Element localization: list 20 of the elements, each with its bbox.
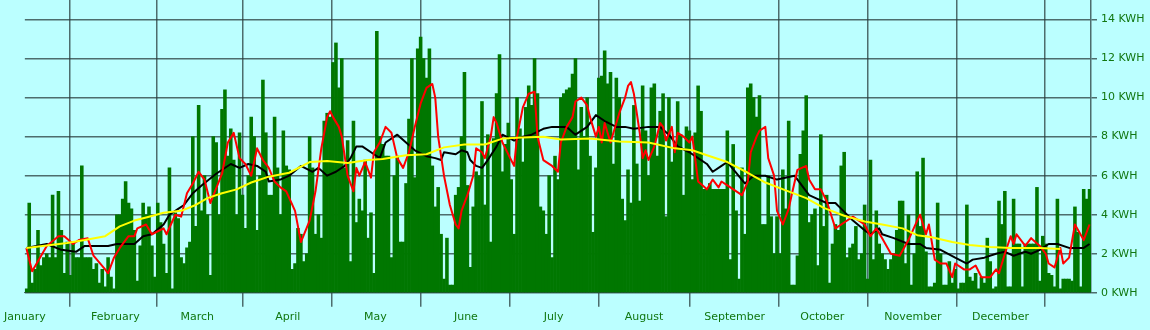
y-tick-label: 14 KWH (1101, 12, 1145, 26)
y-tick-label: 12 KWH (1101, 51, 1145, 65)
y-tick-label: 8 KWH (1101, 129, 1138, 143)
x-tick-label: March (180, 310, 214, 324)
x-tick-label: May (363, 310, 388, 324)
x-tick-label: February (91, 310, 141, 324)
x-tick-label: January (3, 310, 47, 324)
x-tick-label: April (275, 310, 301, 324)
x-tick-label: July (542, 310, 564, 324)
x-tick-label: December (971, 310, 1030, 324)
y-tick-label: 2 KWH (1101, 246, 1138, 260)
x-tick-label: November (884, 310, 942, 324)
y-tick-label: 0 KWH (1101, 285, 1138, 299)
x-tick-label: June (452, 310, 479, 324)
y-tick-label: 6 KWH (1101, 168, 1138, 182)
x-tick-label: September (704, 310, 766, 324)
x-tick-label: August (624, 310, 665, 324)
y-tick-label: 4 KWH (1101, 207, 1138, 221)
y-tick-label: 10 KWH (1101, 90, 1145, 104)
x-tick-label: October (800, 310, 845, 324)
